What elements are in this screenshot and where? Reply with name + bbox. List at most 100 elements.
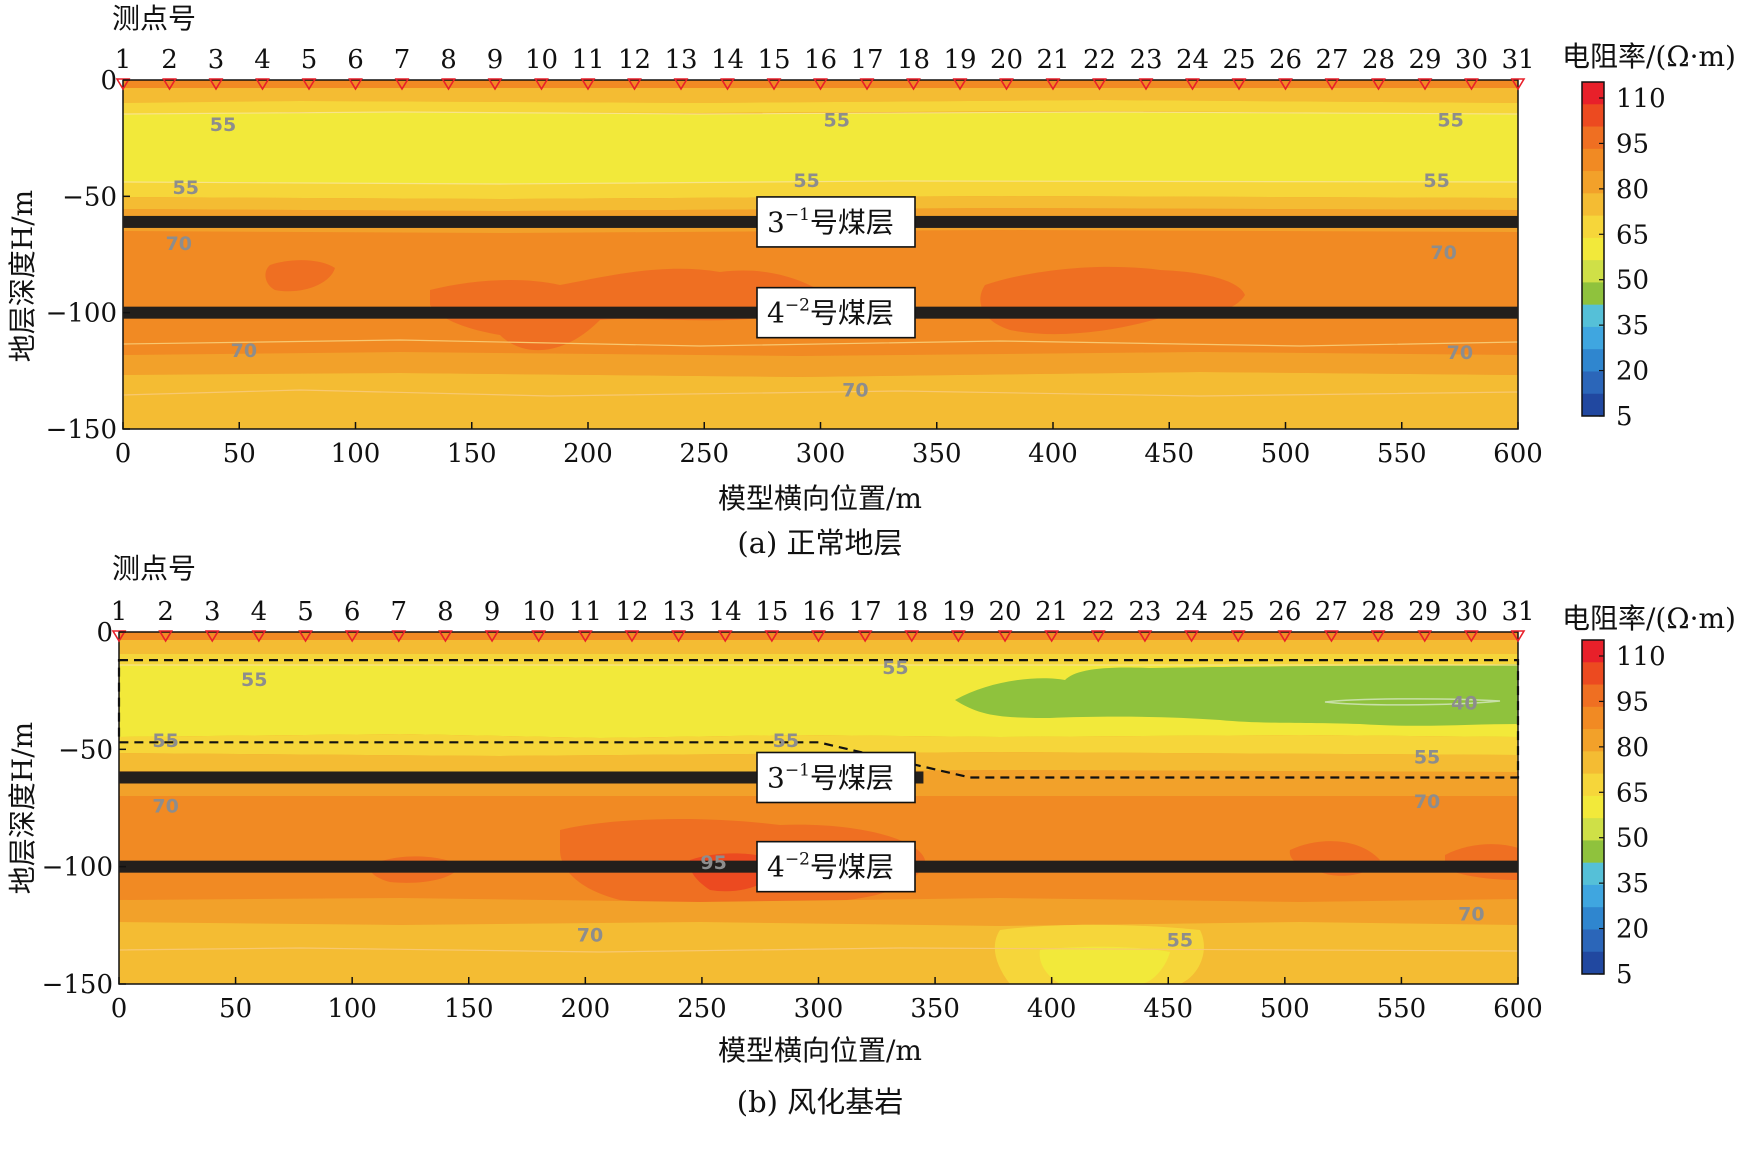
colorbar-tick-label: 110: [1616, 84, 1666, 114]
coal-seam-label-box: [756, 840, 916, 893]
x-tick-label: 550: [1377, 439, 1427, 469]
colorbar-segment: [1582, 215, 1604, 239]
contour-label: 95: [700, 852, 726, 874]
station-number: 20: [988, 597, 1021, 627]
colorbar-tick-label: 80: [1616, 733, 1649, 763]
colorbar-segment: [1582, 751, 1604, 775]
coal-seam-label: 3−1号煤层: [767, 760, 894, 794]
station-number: 22: [1083, 45, 1116, 75]
station-marker: [624, 630, 640, 643]
x-tick-label: 50: [219, 994, 252, 1024]
station-marker: [673, 78, 689, 91]
station-number: 9: [487, 45, 504, 75]
y-tick-label: −150: [42, 970, 113, 1000]
station-marker: [627, 78, 642, 91]
x-tick-label: 350: [912, 439, 962, 469]
colorbar-segment: [1582, 840, 1604, 864]
station-marker: [115, 78, 131, 91]
station-number: 7: [391, 597, 408, 627]
station-number: 17: [849, 597, 882, 627]
station-number: 24: [1176, 45, 1209, 75]
x-tick-label: 500: [1261, 439, 1311, 469]
station-number: 25: [1222, 45, 1255, 75]
station-number: 9: [484, 597, 501, 627]
station-number: 12: [615, 597, 648, 627]
station-number: 16: [802, 597, 835, 627]
contour-label: 70: [1414, 791, 1440, 813]
station-number: 26: [1269, 45, 1302, 75]
station-number: 21: [1035, 597, 1068, 627]
y-tick-label: −50: [62, 182, 117, 212]
contour-label: 70: [842, 379, 868, 401]
colorbar-segment: [1582, 171, 1604, 194]
panel-a-y-axis: 0 −50 −100 −150: [46, 66, 130, 445]
colorbar-frame: [1581, 639, 1605, 975]
colorbar-segment: [1582, 193, 1604, 217]
colorbar-tick-label: 110: [1616, 642, 1666, 672]
colorbar-tick-label: 95: [1616, 129, 1649, 159]
panel-b-contour-labels: 55 55 40 55 55 55 70 70 95 70 70 55: [152, 657, 1484, 951]
station-marker: [1230, 630, 1246, 643]
station-number: 5: [301, 45, 318, 75]
panel-b-caption: (b) 风化基岩: [737, 1085, 903, 1119]
colorbar-tick-label: 20: [1616, 357, 1649, 387]
station-number: 29: [1408, 597, 1441, 627]
station-marker: [1464, 78, 1479, 91]
panel-a-top-label: 测点号: [112, 2, 196, 35]
colorbar-tick-label: 50: [1616, 266, 1649, 296]
x-tick-label: 50: [223, 439, 256, 469]
colorbar-segment: [1582, 929, 1604, 953]
contour-label: 55: [882, 657, 908, 679]
station-number: 4: [254, 45, 271, 75]
station-number: 17: [850, 45, 883, 75]
contour-label: 55: [173, 177, 199, 199]
colorbar-segment: [1582, 684, 1604, 708]
coal-seam-label-box: [756, 196, 916, 248]
station-marker: [1045, 78, 1061, 91]
station-number: 23: [1128, 597, 1161, 627]
station-marker: [997, 630, 1013, 643]
station-marker: [1371, 78, 1386, 91]
y-tick-label: −50: [58, 735, 113, 765]
colorbar-tick-label: 5: [1616, 402, 1633, 432]
station-number: 7: [394, 45, 411, 75]
station-marker: [1044, 630, 1060, 643]
panel-b-resistivity-field: [119, 632, 1518, 984]
coal-seam-label-box: [756, 751, 916, 804]
panel-a-stations: 1 2 3 4 5 6 7 8 9 10 11 12 13 14 15 16 17 18 19 20 21 22 23 24 2…: [115, 45, 1535, 91]
station-marker: [534, 78, 549, 91]
station-number: 6: [344, 597, 361, 627]
colorbar-segment: [1582, 795, 1604, 819]
station-number: 11: [569, 597, 602, 627]
coal-seam-bar: [119, 771, 924, 784]
x-tick-label: 200: [561, 994, 611, 1024]
station-marker: [671, 630, 687, 643]
station-marker: [580, 78, 596, 91]
contour-label: 55: [773, 730, 799, 752]
colorbar-segment: [1582, 729, 1604, 752]
panel-a: 测点号 3−1号煤层 4−2号煤层 55 55 55 55 55: [6, 2, 1543, 560]
x-tick-label: 450: [1143, 994, 1193, 1024]
colorbar-segment: [1582, 773, 1604, 797]
panel-a-coal-seams: 3−1号煤层 4−2号煤层: [123, 196, 1518, 339]
station-marker: [441, 78, 456, 91]
station-number: 28: [1362, 45, 1395, 75]
station-number: 28: [1362, 597, 1395, 627]
station-number: 25: [1222, 597, 1255, 627]
station-number: 14: [711, 45, 744, 75]
x-tick-label: 100: [327, 994, 377, 1024]
station-number: 4: [251, 597, 268, 627]
station-marker: [1324, 78, 1340, 91]
station-marker: [859, 78, 875, 91]
colorbar-tick-label: 65: [1616, 220, 1649, 250]
contour-label: 55: [1437, 110, 1463, 132]
station-marker: [394, 78, 410, 91]
station-number: 20: [990, 45, 1023, 75]
station-number: 31: [1501, 45, 1534, 75]
station-marker: [438, 630, 453, 643]
station-number: 6: [347, 45, 364, 75]
colorbar-tick-label: 35: [1616, 311, 1649, 341]
contour-label: 55: [241, 669, 267, 691]
station-marker: [764, 630, 780, 643]
panel-b-stations: 1 2 3 4 5 6 7 8 9 10 11 12 13 14 15 16 17 18 19 20 21 22 23 24 2…: [111, 597, 1535, 643]
